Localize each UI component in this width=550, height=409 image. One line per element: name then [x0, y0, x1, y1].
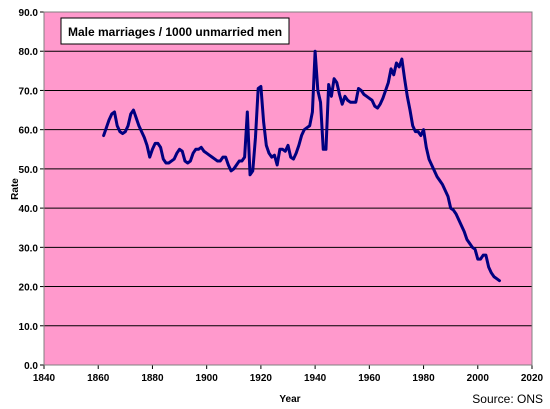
- y-tick-label: 50.0: [19, 165, 39, 176]
- legend-label: Male marriages / 1000 unmarried men: [68, 25, 282, 39]
- x-tick-label: 1860: [87, 373, 110, 384]
- y-tick-label: 40.0: [19, 204, 39, 215]
- x-tick-label: 1980: [412, 373, 435, 384]
- x-axis-label: Year: [279, 394, 300, 405]
- y-tick-labels: 0.0 10.0 20.0 30.0 40.0 50.0 60.0 70.0 80.0 90.0: [19, 8, 44, 372]
- series-line-male-marriages: [102, 49, 501, 283]
- x-tick-label: 1940: [304, 373, 327, 384]
- plot-area: [44, 12, 532, 365]
- y-tick-label: 20.0: [19, 283, 39, 294]
- y-tick-label: 80.0: [19, 47, 39, 58]
- legend-background: [60, 17, 290, 45]
- y-tick-label: 30.0: [19, 243, 39, 254]
- x-tick-label: 1840: [33, 373, 56, 384]
- y-tick-label: 70.0: [19, 86, 39, 97]
- x-tick-label: 1960: [358, 373, 381, 384]
- x-tick-label: 1920: [250, 373, 273, 384]
- y-tick-label: 10.0: [19, 322, 39, 333]
- y-tick-label: 60.0: [19, 126, 39, 137]
- y-tick-label: 90.0: [19, 8, 39, 19]
- x-tick-label: 1900: [196, 373, 219, 384]
- x-tick-label: 1880: [141, 373, 164, 384]
- x-tick-labels: 1840 1860 1880 1900 1920 1940 1960 1980 2000 2020: [33, 365, 544, 384]
- source-note: Source: ONS: [472, 392, 543, 406]
- plot-border: [43, 11, 533, 366]
- legend-box: Male marriages / 1000 unmarried men: [60, 17, 290, 45]
- x-tick-label: 2020: [521, 373, 544, 384]
- y-tick-label: 0.0: [24, 361, 38, 372]
- y-axis-label: Rate: [10, 178, 21, 200]
- x-tick-label: 2000: [467, 373, 490, 384]
